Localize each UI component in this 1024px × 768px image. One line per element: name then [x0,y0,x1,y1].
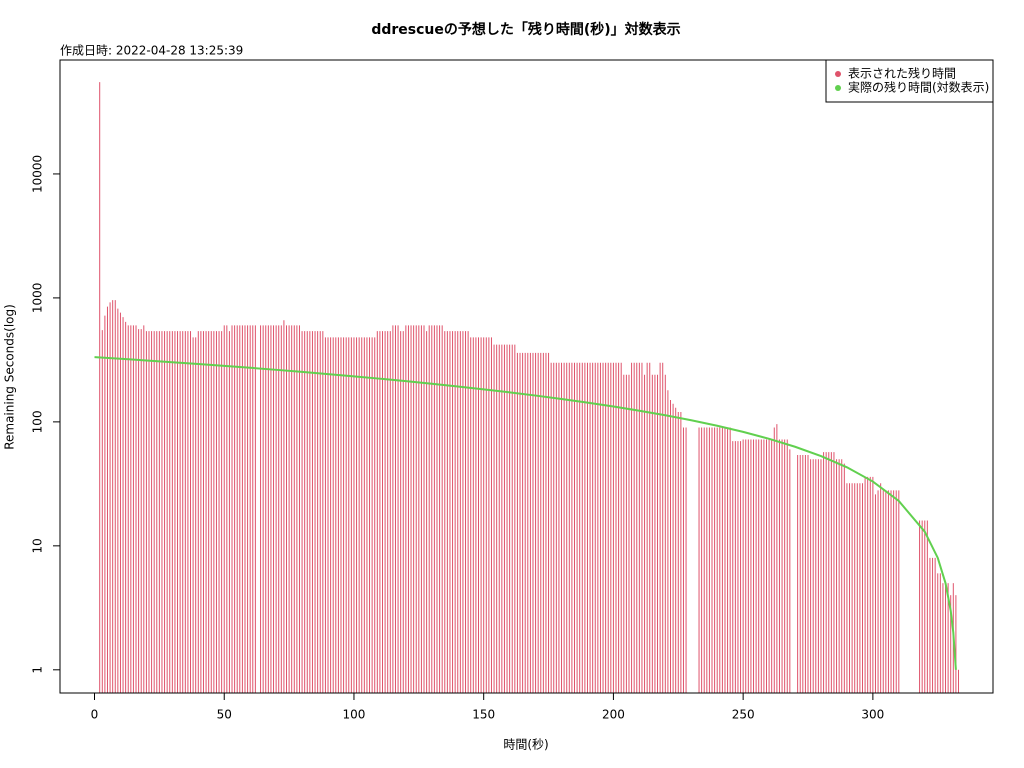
x-tick-label: 50 [217,708,232,722]
x-tick-label: 0 [91,708,99,722]
x-tick-label: 250 [732,708,755,722]
plot-area [94,82,959,693]
legend-label: 表示された残り時間 [848,67,956,81]
y-tick-label: 100 [31,410,45,433]
x-tick-label: 200 [602,708,625,722]
y-tick-label: 1 [31,666,45,674]
x-tick-label: 300 [861,708,884,722]
chart-subtitle: 作成日時: 2022-04-28 13:25:39 [60,44,243,58]
legend-box [825,59,994,103]
x-tick-label: 100 [343,708,366,722]
y-tick-label: 10 [31,538,45,553]
line [94,356,957,670]
legend-marker [835,71,841,77]
plot-frame [59,59,994,694]
x-axis-label: 時間(秒) [503,738,548,752]
chart-title: ddrescueの予想した「残り時間(秒)」対数表示 [371,21,680,38]
legend-marker [835,85,841,91]
legend-label: 実際の残り時間(対数表示) [848,80,989,95]
y-tick-label: 10000 [31,155,45,193]
y-tick-label: 1000 [31,283,45,314]
x-tick-label: 150 [472,708,495,722]
y-axis-label: Remaining Seconds(log) [3,304,17,450]
